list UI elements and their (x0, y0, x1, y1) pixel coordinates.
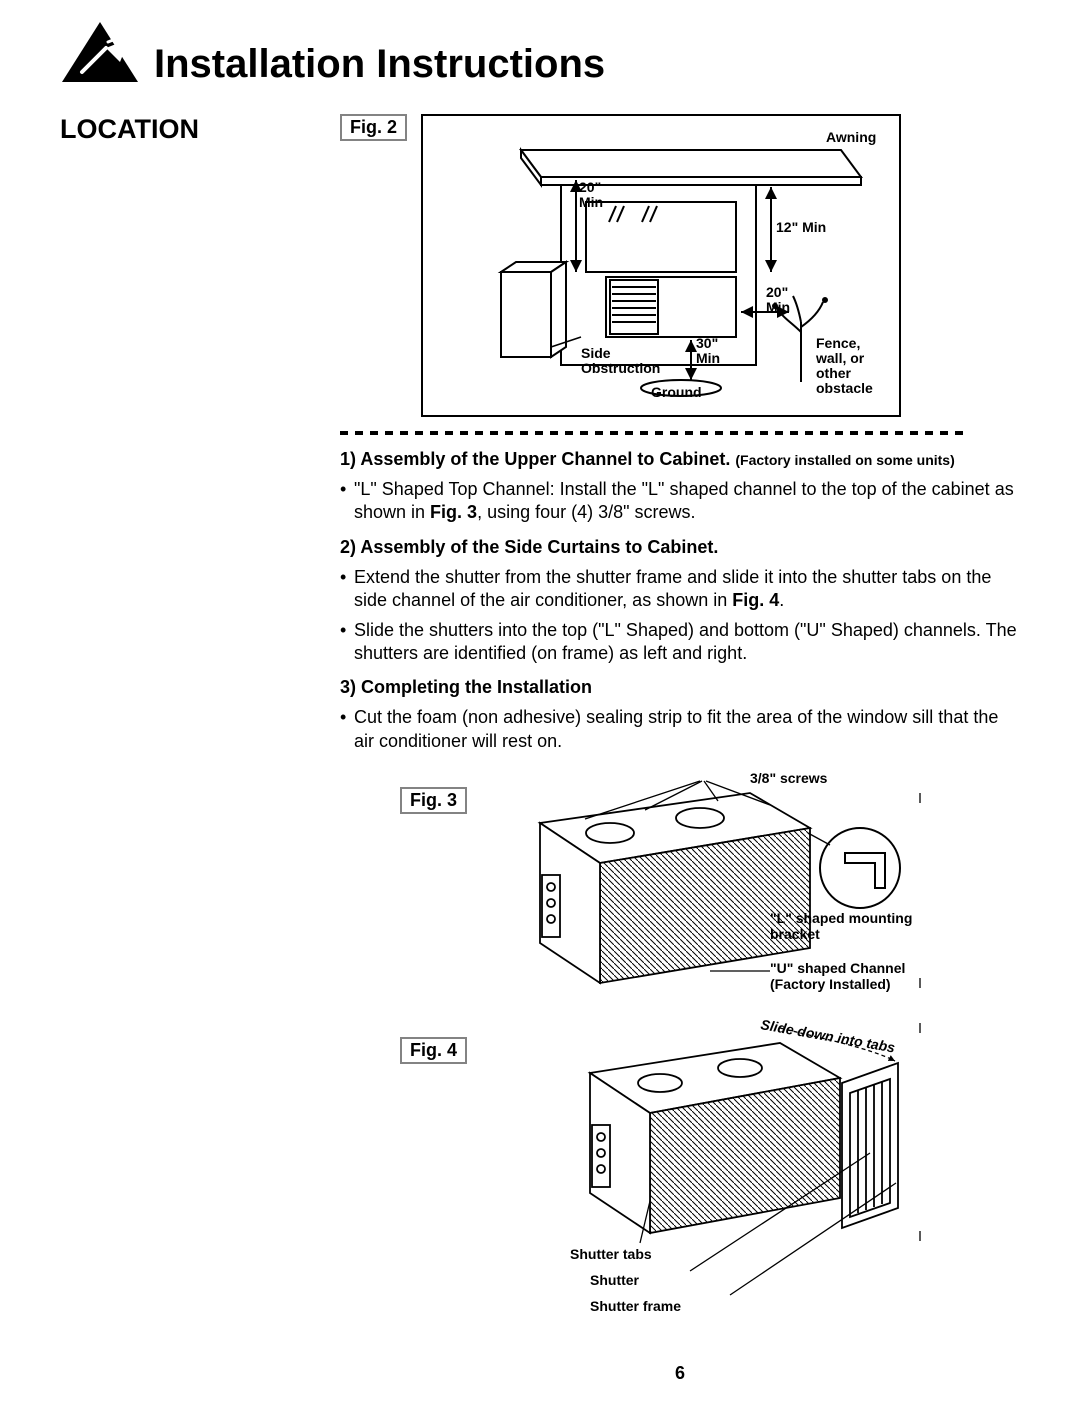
svg-text:20": 20" (766, 284, 788, 300)
svg-text:Fence,: Fence, (816, 335, 860, 351)
svg-text:Min: Min (696, 350, 720, 366)
step3-bullet1: • Cut the foam (non adhesive) sealing st… (340, 706, 1020, 753)
step2-bullet1: • Extend the shutter from the shutter fr… (340, 566, 1020, 613)
svg-text:3/8" screws: 3/8" screws (750, 773, 828, 786)
figure-2-row: Fig. 2 (340, 114, 1020, 417)
step3-heading: 3) Completing the Installation (340, 677, 1020, 698)
figure-34-svg: 3/8" screws "L" shaped mounting bracket … (440, 773, 960, 1353)
page-number: 6 (340, 1363, 1020, 1384)
step2-bullet2: • Slide the shutters into the top ("L" S… (340, 619, 1020, 666)
svg-text:"U" shaped Channel: "U" shaped Channel (770, 960, 905, 976)
svg-text:Awning: Awning (826, 129, 876, 145)
svg-text:"L" shaped mounting: "L" shaped mounting (770, 910, 912, 926)
svg-text:obstacle: obstacle (816, 380, 873, 396)
svg-text:other: other (816, 365, 852, 381)
section-heading: LOCATION (60, 114, 340, 145)
svg-text:Min: Min (766, 299, 790, 315)
svg-text:Min: Min (579, 194, 603, 210)
svg-text:12" Min: 12" Min (776, 219, 826, 235)
svg-text:Shutter frame: Shutter frame (590, 1298, 681, 1314)
step2-heading: 2) Assembly of the Side Curtains to Cabi… (340, 537, 1020, 558)
figure-2: Awning 20" Min 12" Min 20" Min 30" Min S… (421, 114, 901, 417)
svg-text:20": 20" (579, 179, 601, 195)
svg-text:Obstruction: Obstruction (581, 360, 660, 376)
step1-bullet1: • "L" Shaped Top Channel: Install the "L… (340, 478, 1020, 525)
fig2-label: Fig. 2 (340, 114, 407, 141)
svg-text:Shutter tabs: Shutter tabs (570, 1246, 652, 1262)
svg-text:(Factory Installed): (Factory Installed) (770, 976, 891, 992)
svg-text:Side: Side (581, 345, 611, 361)
page-header: Installation Instructions (60, 20, 1020, 84)
svg-text:Shutter: Shutter (590, 1272, 640, 1288)
svg-text:wall, or: wall, or (815, 350, 865, 366)
figure-3-4-area: Fig. 3 Fig. 4 (340, 773, 1020, 1353)
hammer-triangle-icon (60, 20, 140, 84)
dashed-divider (340, 431, 1020, 435)
svg-text:Ground: Ground (651, 384, 702, 400)
svg-text:bracket: bracket (770, 926, 820, 942)
step1-heading: 1) Assembly of the Upper Channel to Cabi… (340, 449, 1020, 470)
svg-text:30": 30" (696, 335, 718, 351)
page-title: Installation Instructions (154, 44, 605, 84)
